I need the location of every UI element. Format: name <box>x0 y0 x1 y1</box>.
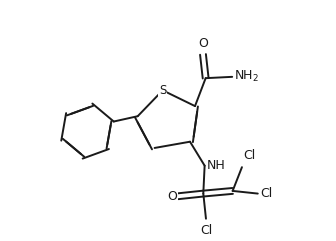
Text: O: O <box>198 37 208 50</box>
Text: Cl: Cl <box>260 187 272 200</box>
Text: NH$_2$: NH$_2$ <box>234 69 259 84</box>
Text: Cl: Cl <box>243 149 255 162</box>
Text: S: S <box>159 84 166 97</box>
Text: Cl: Cl <box>200 224 212 237</box>
Text: NH: NH <box>207 159 225 172</box>
Text: O: O <box>167 190 177 203</box>
